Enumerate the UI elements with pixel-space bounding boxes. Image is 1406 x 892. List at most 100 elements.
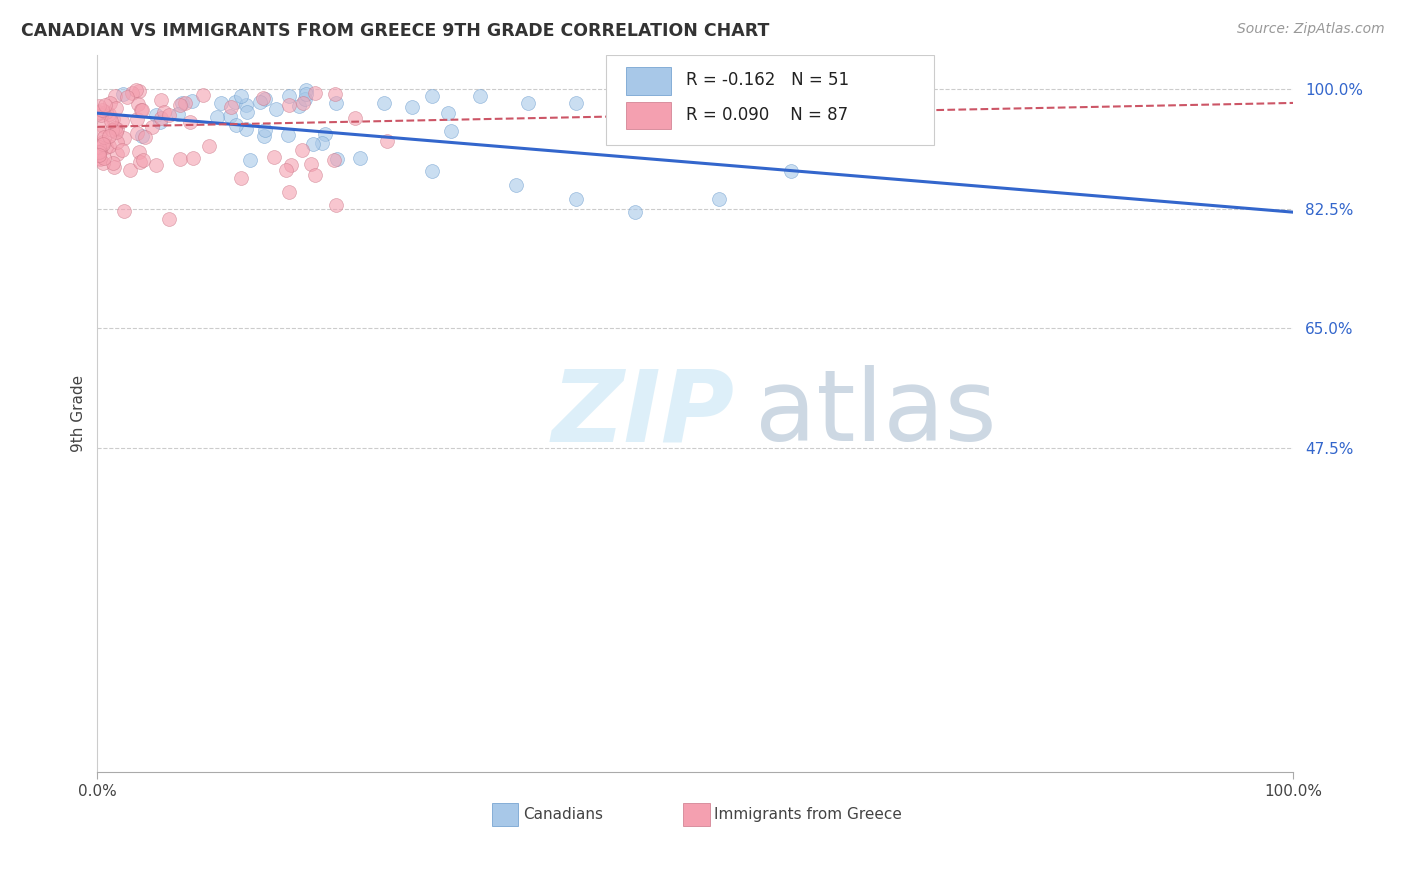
Point bbox=[253, 123, 276, 137]
FancyBboxPatch shape bbox=[606, 55, 935, 145]
Point bbox=[236, 104, 259, 119]
Point bbox=[229, 89, 252, 103]
Text: ZIP: ZIP bbox=[551, 365, 735, 462]
Point bbox=[179, 115, 201, 129]
Text: CANADIAN VS IMMIGRANTS FROM GREECE 9TH GRADE CORRELATION CHART: CANADIAN VS IMMIGRANTS FROM GREECE 9TH G… bbox=[21, 22, 769, 40]
Point bbox=[87, 99, 110, 113]
Point bbox=[129, 103, 152, 117]
Point bbox=[87, 106, 110, 120]
Point bbox=[153, 104, 176, 119]
Point bbox=[612, 103, 634, 117]
Point bbox=[375, 134, 398, 148]
Bar bbox=[683, 803, 710, 826]
Point bbox=[280, 158, 302, 172]
Point bbox=[131, 128, 153, 143]
Point bbox=[128, 84, 150, 98]
Point bbox=[98, 107, 121, 121]
Point bbox=[169, 98, 191, 112]
Point bbox=[218, 109, 240, 123]
Point bbox=[278, 98, 301, 112]
Point bbox=[120, 162, 142, 177]
Point bbox=[314, 128, 336, 142]
Point bbox=[301, 136, 323, 151]
Point bbox=[90, 107, 112, 121]
Point bbox=[128, 145, 150, 159]
Point bbox=[436, 106, 458, 120]
Point bbox=[167, 106, 190, 120]
Point bbox=[311, 136, 333, 150]
Point bbox=[111, 143, 134, 157]
Point bbox=[103, 160, 125, 174]
Point bbox=[94, 140, 117, 154]
Point bbox=[169, 152, 191, 166]
Point bbox=[505, 178, 527, 192]
Bar bbox=[492, 803, 519, 826]
Text: Source: ZipAtlas.com: Source: ZipAtlas.com bbox=[1237, 22, 1385, 37]
Point bbox=[349, 151, 371, 165]
Point bbox=[173, 96, 195, 111]
Point bbox=[125, 83, 148, 97]
Point bbox=[294, 92, 316, 106]
Bar bbox=[626, 67, 671, 95]
Y-axis label: 9th Grade: 9th Grade bbox=[72, 375, 86, 452]
Point bbox=[91, 136, 114, 151]
Point bbox=[112, 203, 135, 218]
Point bbox=[90, 103, 112, 118]
Point bbox=[779, 164, 801, 178]
Point bbox=[131, 103, 153, 118]
Point bbox=[277, 185, 299, 199]
Point bbox=[707, 192, 730, 206]
Point bbox=[564, 95, 586, 110]
Point bbox=[420, 164, 443, 178]
Point bbox=[104, 89, 127, 103]
Point bbox=[97, 128, 120, 143]
Point bbox=[149, 114, 172, 128]
Point bbox=[229, 171, 252, 186]
Text: R = 0.090    N = 87: R = 0.090 N = 87 bbox=[686, 105, 848, 124]
Point bbox=[141, 120, 163, 134]
Point bbox=[325, 152, 347, 166]
Point bbox=[235, 97, 257, 112]
Point bbox=[299, 157, 322, 171]
Point bbox=[277, 128, 299, 142]
Point bbox=[127, 126, 149, 140]
Point bbox=[101, 122, 124, 136]
Point bbox=[101, 155, 124, 169]
Point bbox=[105, 147, 128, 161]
Point bbox=[89, 139, 111, 153]
Point bbox=[253, 92, 276, 106]
Point bbox=[87, 105, 110, 120]
Point bbox=[129, 155, 152, 169]
Bar bbox=[626, 102, 671, 129]
Point bbox=[89, 152, 111, 166]
Point bbox=[624, 205, 647, 219]
Point bbox=[125, 112, 148, 126]
Point bbox=[93, 130, 115, 145]
Point bbox=[277, 89, 299, 103]
Point bbox=[127, 96, 149, 111]
Point bbox=[291, 143, 314, 157]
Point bbox=[707, 103, 730, 117]
Point bbox=[93, 151, 115, 165]
Point bbox=[93, 98, 115, 112]
Point bbox=[304, 168, 326, 182]
Text: R = -0.162   N = 51: R = -0.162 N = 51 bbox=[686, 71, 849, 89]
Point bbox=[104, 121, 127, 136]
Point bbox=[205, 110, 228, 124]
Point bbox=[401, 100, 423, 114]
Point bbox=[468, 89, 491, 103]
Point bbox=[292, 96, 315, 111]
Point bbox=[193, 87, 215, 102]
Point bbox=[103, 112, 125, 126]
Point bbox=[145, 158, 167, 172]
Point bbox=[98, 96, 121, 111]
Point bbox=[322, 153, 344, 167]
Point bbox=[94, 105, 117, 120]
Point bbox=[235, 122, 257, 136]
Point bbox=[564, 192, 586, 206]
Point bbox=[373, 95, 395, 110]
Point bbox=[323, 87, 346, 101]
Point bbox=[89, 147, 111, 161]
Point bbox=[180, 95, 202, 109]
Point bbox=[276, 163, 298, 178]
